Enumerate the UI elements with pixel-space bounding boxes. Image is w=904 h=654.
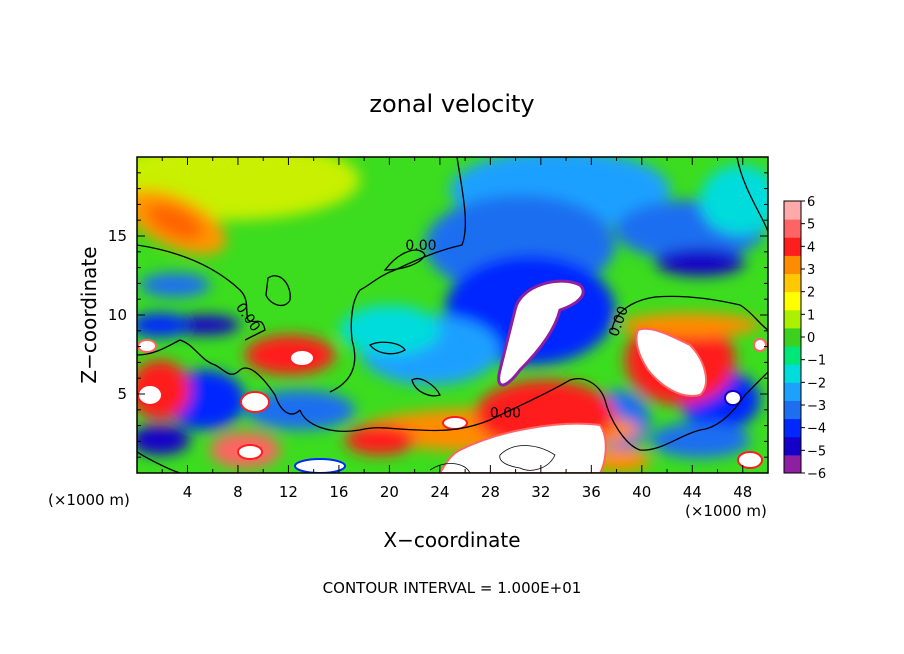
colorbar-segment	[784, 454, 801, 474]
colorbar-segment	[784, 327, 801, 347]
colorbar-segment	[784, 418, 801, 438]
colorbar-segment	[784, 382, 801, 401]
contour-interval-note: CONTOUR INTERVAL = 1.000E+01	[323, 579, 582, 597]
colorbar-label: 1	[807, 308, 815, 323]
contour-label: 0.00	[405, 238, 436, 254]
colorbar-label: 3	[807, 263, 815, 278]
colorbar-segment	[784, 201, 801, 220]
colorbar-label: −4	[807, 422, 826, 437]
y-tick-label: 15	[108, 227, 127, 245]
colorbar-label: 0	[807, 331, 815, 346]
y-axis-label: Z−coordinate	[77, 246, 101, 383]
colorbar-label: 2	[807, 286, 815, 301]
zero-contours	[137, 157, 768, 473]
x-axis-label: X−coordinate	[383, 528, 520, 552]
colorbar-label: −1	[807, 354, 826, 369]
x-tick-label: 36	[582, 483, 601, 501]
colorbar: 6 5 4 3 2 1 0 −1 −2 −3 −4 −5 −6	[783, 195, 826, 482]
colorbar-segment	[784, 436, 801, 456]
y-tick-label: 5	[117, 385, 127, 403]
heatmap-field: 0.000.00 0.000.00	[137, 157, 768, 473]
colorbar-label: −5	[807, 444, 826, 459]
chart-title: zonal velocity	[369, 90, 534, 118]
x-tick-label: 8	[233, 483, 243, 501]
colorbar-segment	[784, 237, 801, 256]
colorbar-segment	[784, 400, 801, 420]
x-tick-label: 40	[632, 483, 651, 501]
x-tick-label: 16	[329, 483, 348, 501]
colorbar-label: 6	[807, 195, 815, 210]
colorbar-segment	[784, 346, 801, 365]
colorbar-segment	[784, 255, 801, 275]
x-tick-label: 4	[183, 483, 193, 501]
x-tick-label: 20	[380, 483, 399, 501]
colorbar-label: −3	[807, 399, 826, 414]
x-tick-label: 12	[279, 483, 298, 501]
x-unit-left: (×1000 m)	[48, 491, 130, 509]
x-tick-label: 24	[430, 483, 449, 501]
colorbar-segment	[784, 219, 801, 238]
colorbar-segment	[784, 291, 801, 311]
colorbar-segment	[784, 364, 801, 383]
colorbar-segment	[784, 273, 801, 293]
x-tick-label: 28	[481, 483, 500, 501]
colorbar-label: 4	[807, 240, 815, 255]
y-tick-label: 10	[108, 306, 127, 324]
x-tick-label: 48	[733, 483, 752, 501]
colorbar-label: −6	[807, 467, 826, 482]
x-tick-label: 44	[683, 483, 702, 501]
contour-label: 0.00	[490, 406, 521, 422]
colorbar-segment	[784, 309, 801, 329]
x-unit-right: (×1000 m)	[685, 502, 767, 520]
x-tick-label: 32	[531, 483, 550, 501]
colorbar-label: −2	[807, 376, 826, 391]
colorbar-label: 5	[807, 218, 815, 233]
